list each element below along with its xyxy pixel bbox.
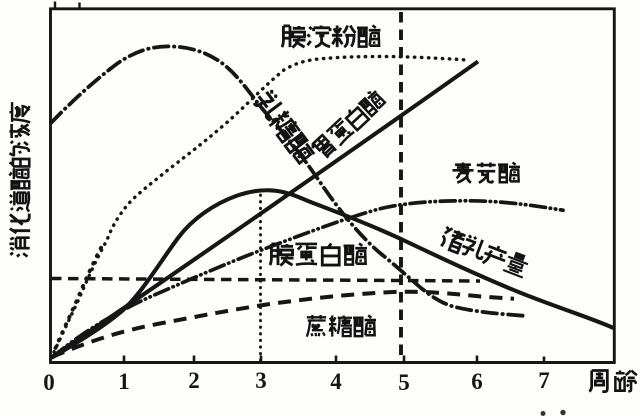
svg-text:3: 3: [255, 368, 267, 393]
svg-text:0: 0: [43, 370, 55, 395]
svg-text:2: 2: [188, 368, 200, 393]
svg-text:4: 4: [330, 369, 342, 394]
svg-text:5: 5: [398, 370, 410, 395]
svg-text:1: 1: [118, 369, 130, 394]
svg-text:6: 6: [471, 369, 483, 394]
svg-text:7: 7: [538, 368, 550, 393]
